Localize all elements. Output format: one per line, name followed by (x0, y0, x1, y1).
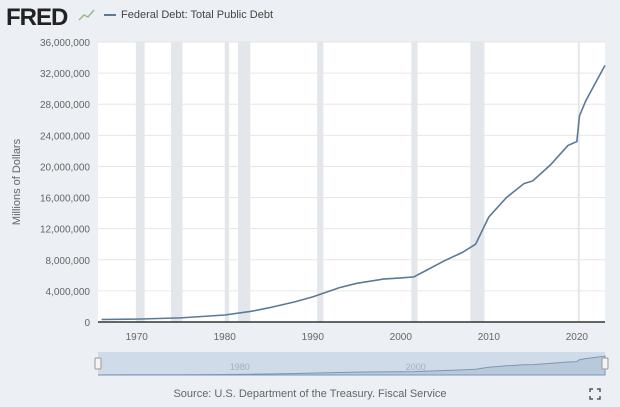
navigator-handle[interactable] (94, 357, 102, 370)
x-tick-label: 1980 (214, 332, 237, 343)
y-tick-label: 0 (84, 318, 90, 329)
chart-trend-icon (78, 9, 95, 21)
navigator-handle[interactable] (601, 357, 609, 370)
navigator-label: 1980 (230, 362, 250, 372)
y-tick-label: 12,000,000 (40, 225, 90, 236)
navigator-series (97, 355, 606, 376)
fullscreen-icon[interactable] (589, 388, 601, 400)
y-tick-label: 36,000,000 (40, 38, 90, 49)
recession-band (171, 42, 183, 322)
y-axis-title: Millions of Dollars (11, 138, 23, 225)
x-tick-label: 2020 (566, 332, 589, 343)
chart: 0 4,000,000 8,000,000 12,000,000 16,000,000 2… (11, 38, 609, 376)
y-tick-label: 4,000,000 (46, 287, 91, 298)
y-tick-label: 32,000,000 (40, 69, 90, 80)
y-tick-label: 20,000,000 (40, 162, 90, 173)
series-line (101, 64, 606, 321)
y-tick-label: 24,000,000 (40, 131, 90, 142)
recession-band (237, 42, 251, 322)
recession-band (470, 42, 485, 322)
recession-band (577, 42, 580, 322)
y-tick-label: 8,000,000 (46, 256, 91, 267)
legend-line-swatch (104, 14, 116, 16)
x-tick-label: 2000 (390, 332, 413, 343)
recession-band (411, 42, 418, 322)
navigator-label: 2000 (406, 362, 426, 372)
y-tick-label: 28,000,000 (40, 100, 90, 111)
y-tick-label: 16,000,000 (40, 194, 90, 205)
x-tick-label: 2010 (478, 332, 501, 343)
recession-band (135, 42, 145, 322)
recession-band (224, 42, 230, 322)
legend: Federal Debt: Total Public Debt (104, 9, 273, 21)
x-tick-label: 1990 (302, 332, 325, 343)
legend-label: Federal Debt: Total Public Debt (121, 9, 274, 21)
source-note: Source: U.S. Department of the Treasury.… (173, 388, 447, 400)
recession-band (317, 42, 324, 322)
x-tick-label: 1970 (126, 332, 149, 343)
fred-logo[interactable]: FRED (6, 4, 68, 31)
